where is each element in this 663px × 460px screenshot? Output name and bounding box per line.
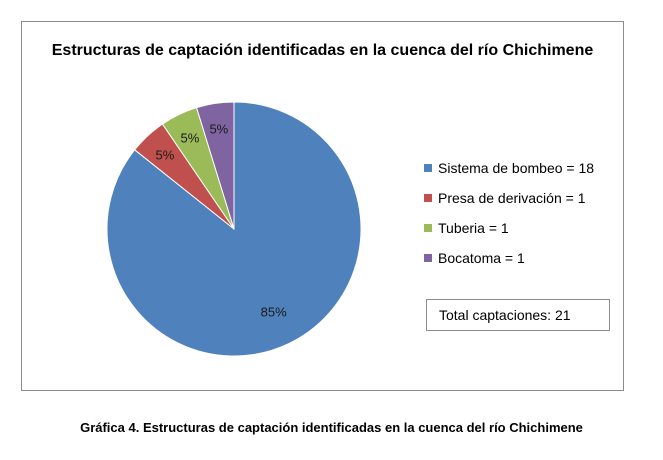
slice-percent-label: 5% xyxy=(155,148,174,163)
legend-swatch xyxy=(424,254,432,262)
legend-label: Bocatoma = 1 xyxy=(438,250,525,266)
total-captaciones-box: Total captaciones: 21 xyxy=(426,299,610,331)
legend-label: Presa de derivación = 1 xyxy=(438,190,586,206)
slice-percent-label: 85% xyxy=(261,304,287,319)
legend-label: Sistema de bombeo = 18 xyxy=(438,160,595,176)
pie-slice-0 xyxy=(106,101,362,357)
chart-legend: Sistema de bombeo = 18 Presa de derivació… xyxy=(424,158,594,278)
slice-percent-label: 5% xyxy=(181,130,200,145)
pie-slice-3 xyxy=(195,101,235,230)
slice-percent-label: 5% xyxy=(209,122,228,137)
legend-item: Bocatoma = 1 xyxy=(424,248,594,268)
legend-item: Tuberia = 1 xyxy=(424,218,594,238)
chart-title: Estructuras de captación identificadas e… xyxy=(51,42,594,59)
legend-item: Presa de derivación = 1 xyxy=(424,188,594,208)
legend-swatch xyxy=(424,164,432,172)
legend-swatch xyxy=(424,224,432,232)
legend-item: Sistema de bombeo = 18 xyxy=(424,158,594,178)
legend-label: Tuberia = 1 xyxy=(438,220,509,236)
legend-swatch xyxy=(424,194,432,202)
figure-caption: Gráfica 4. Estructuras de captación iden… xyxy=(80,420,583,435)
